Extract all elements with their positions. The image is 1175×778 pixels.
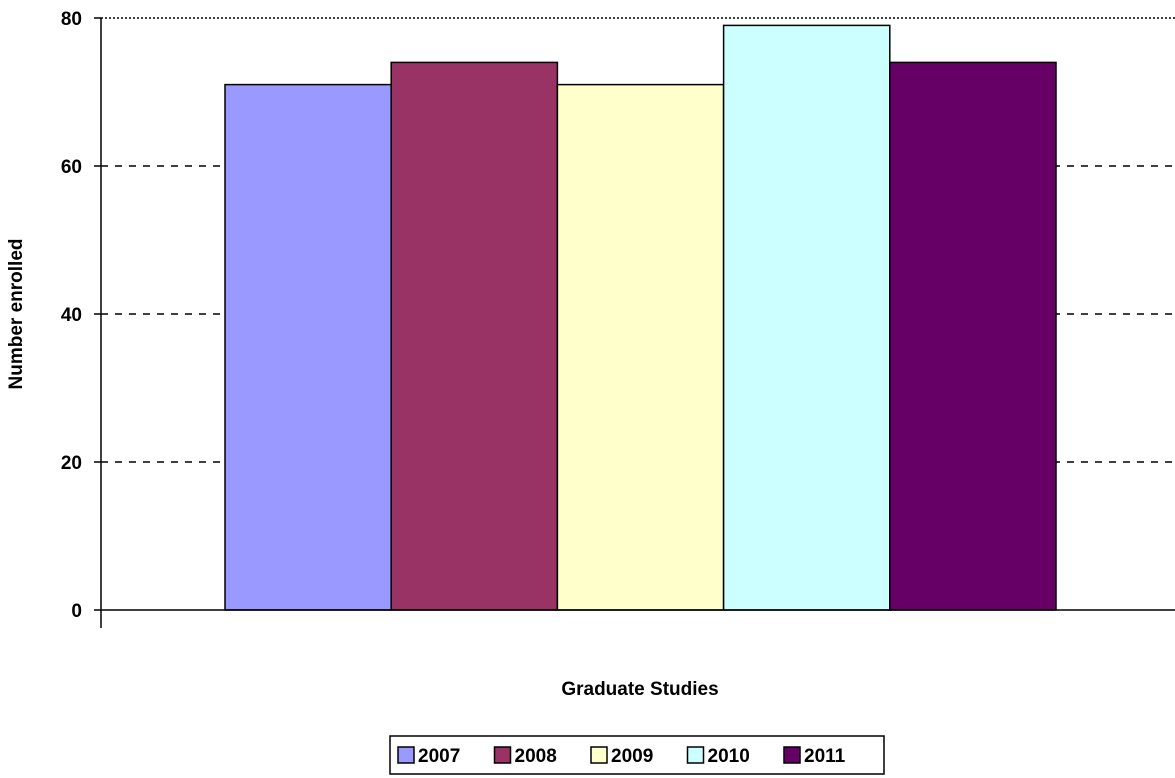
bars [225, 25, 1056, 610]
legend: 2007 2008 2009 2010 2011 [390, 736, 884, 774]
y-tick-label: 0 [71, 601, 82, 622]
y-tick-label: 80 [61, 9, 82, 30]
legend-swatch-2011 [784, 747, 800, 763]
legend-swatch-2010 [688, 747, 704, 763]
legend-label-2007: 2007 [418, 746, 460, 767]
y-axis-title: Number enrolled [6, 239, 27, 390]
legend-swatch-2008 [495, 747, 511, 763]
y-tick-labels: 0 20 40 60 80 [61, 9, 82, 622]
y-tick-label: 40 [61, 305, 82, 326]
bar-2009 [557, 85, 723, 610]
legend-label-2011: 2011 [804, 746, 846, 767]
legend-swatch-2009 [591, 747, 607, 763]
y-tick-label: 20 [61, 453, 82, 474]
bar-2010 [724, 25, 890, 610]
legend-label-2010: 2010 [708, 746, 750, 767]
y-tick-label: 60 [61, 157, 82, 178]
legend-label-2008: 2008 [515, 746, 557, 767]
bar-2011 [890, 62, 1056, 610]
legend-swatch-2007 [398, 747, 414, 763]
bar-2007 [225, 85, 391, 610]
legend-label-2009: 2009 [611, 746, 653, 767]
bar-2008 [391, 62, 557, 610]
x-axis-title: Graduate Studies [561, 679, 718, 700]
